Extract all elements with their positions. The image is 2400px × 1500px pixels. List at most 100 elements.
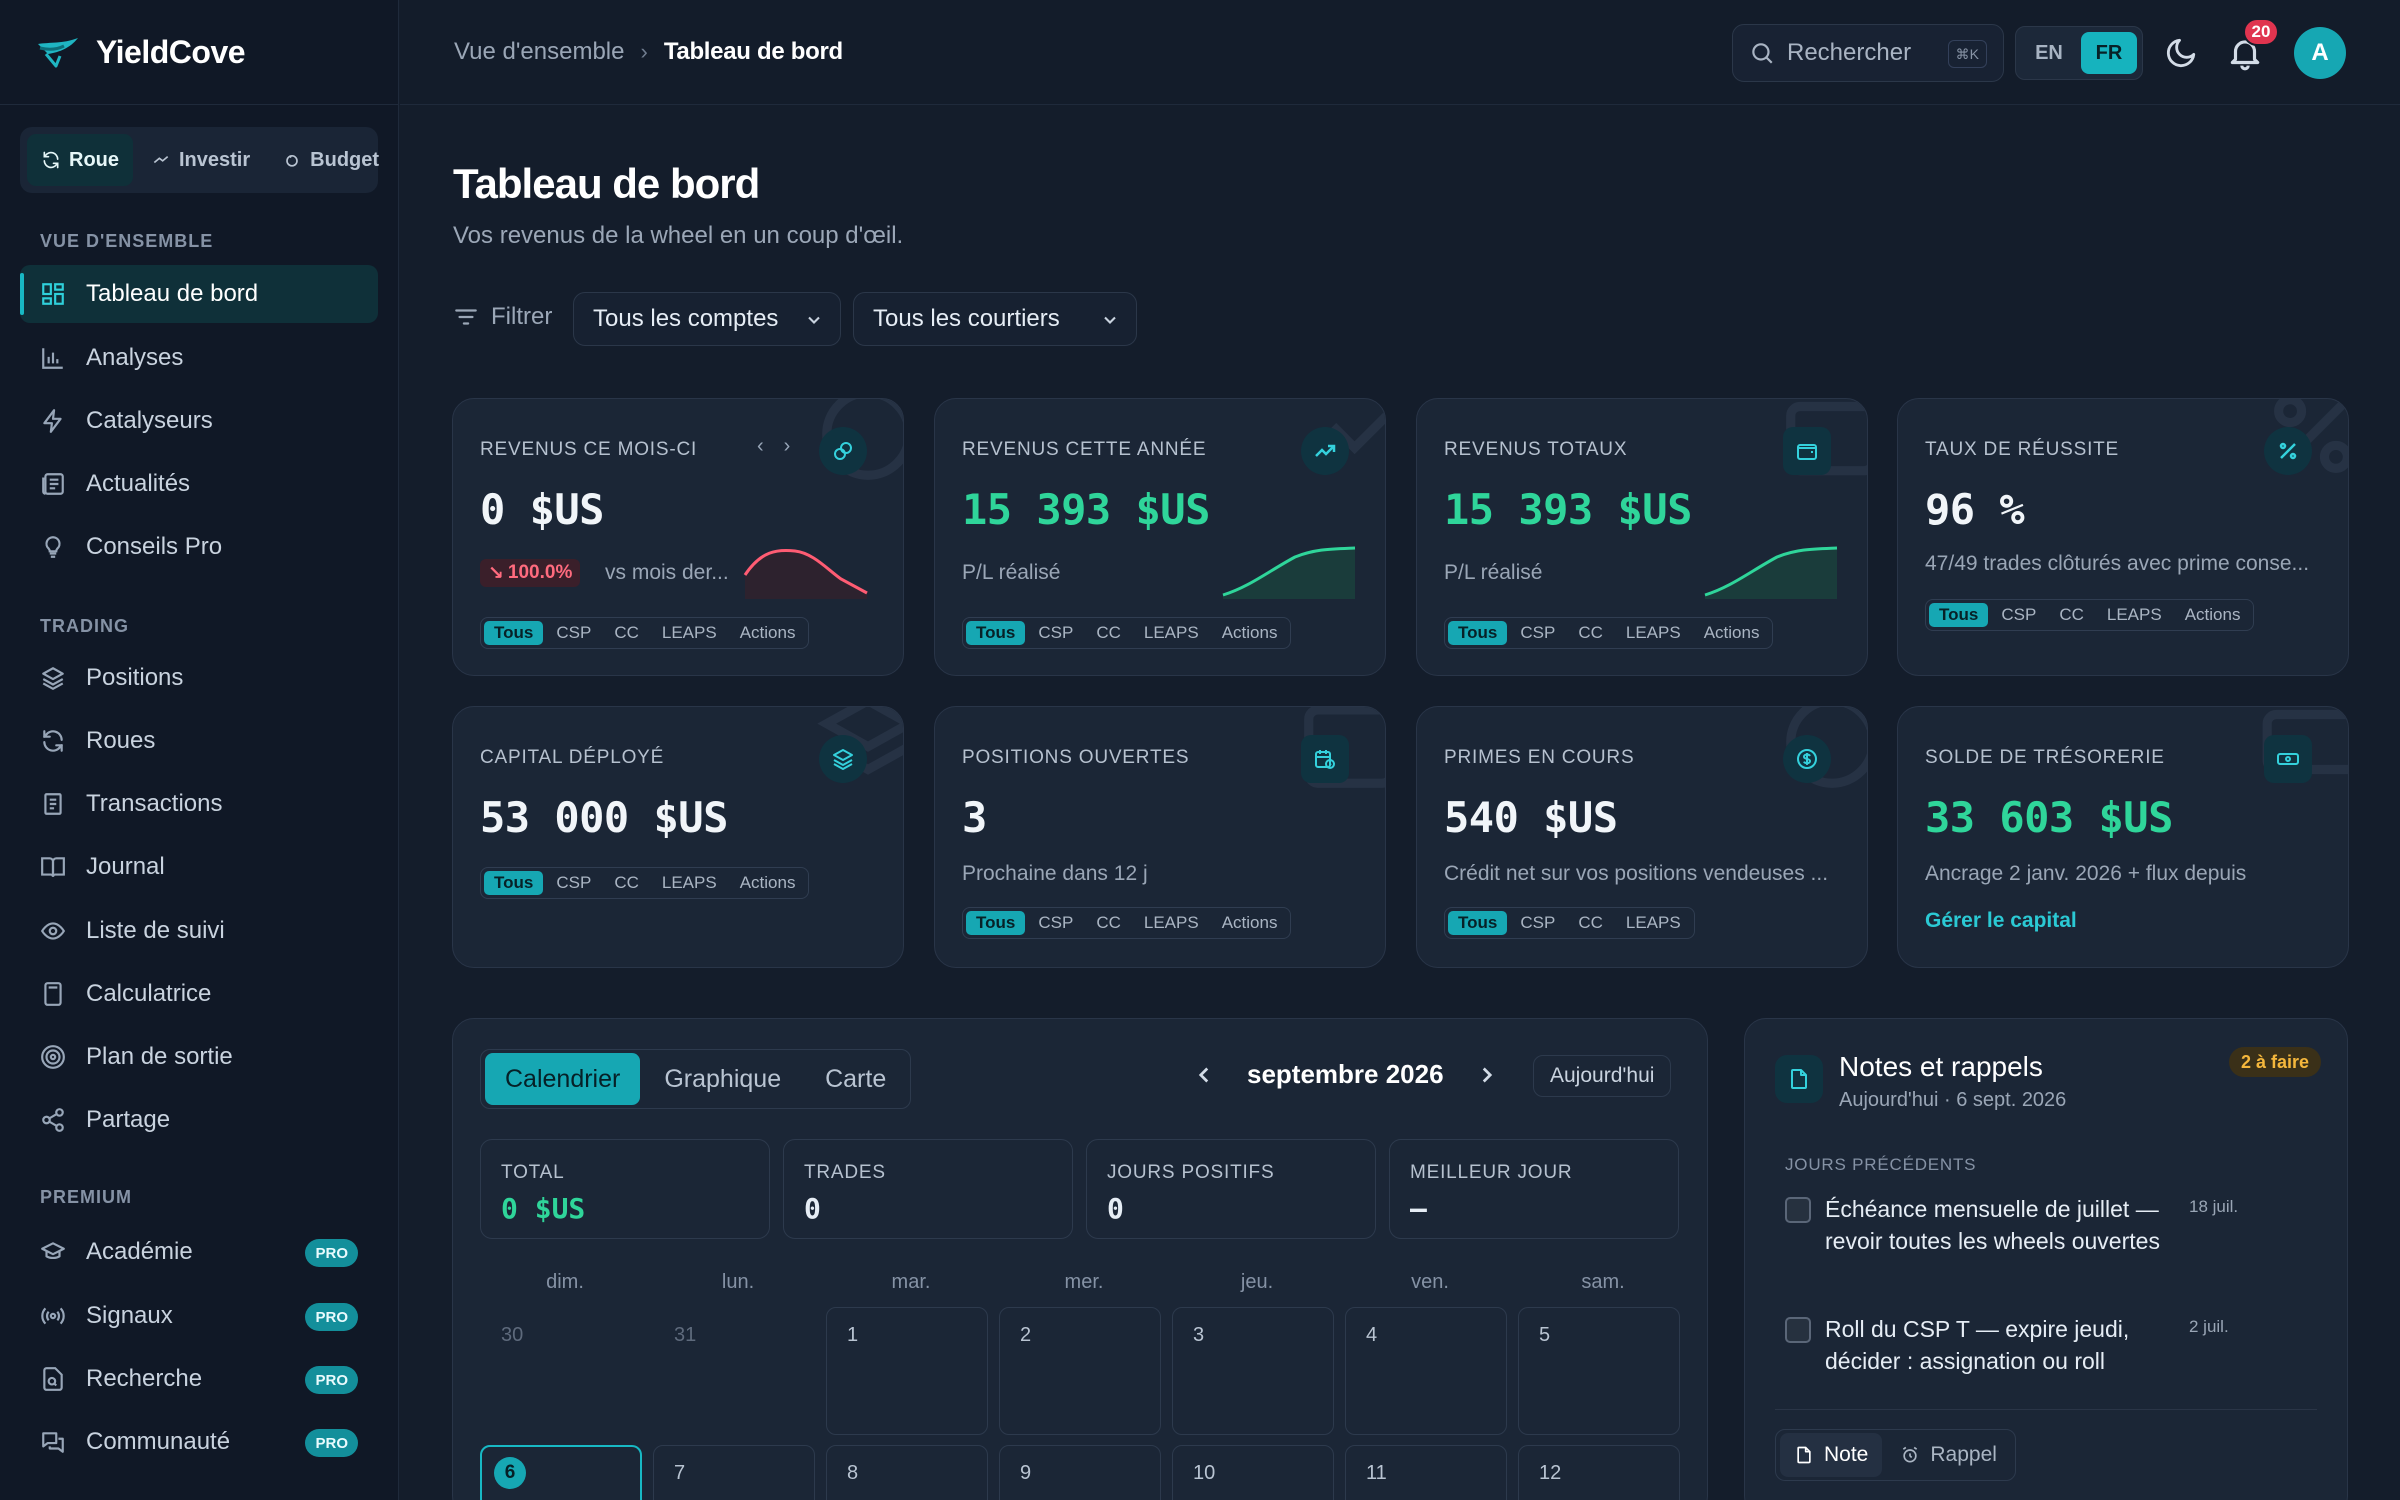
chip-cc[interactable]: CC <box>614 873 639 892</box>
chip-all[interactable]: Tous <box>1448 911 1508 935</box>
chip-actions[interactable]: Actions <box>1221 913 1278 932</box>
chip-all[interactable]: Tous <box>1929 603 1989 627</box>
sidebar-item-transactions[interactable]: Transactions <box>20 775 378 833</box>
tab-note[interactable]: Note <box>1780 1433 1883 1477</box>
calendar-day[interactable]: 12 <box>1518 1445 1680 1500</box>
language-en[interactable]: EN <box>2035 41 2063 64</box>
chip-all[interactable]: Tous <box>484 871 544 895</box>
mode-roue[interactable]: Roue <box>27 134 133 186</box>
nav-section-trading: TRADING <box>40 616 129 636</box>
sidebar-item-share[interactable]: Partage <box>20 1091 378 1149</box>
avatar[interactable]: A <box>2294 27 2346 79</box>
chevron-right-icon[interactable] <box>1474 1062 1500 1088</box>
sidebar-item-dashboard[interactable]: Tableau de bord <box>20 265 378 323</box>
calendar-day[interactable]: 9 <box>999 1445 1161 1500</box>
sidebar-item-wheels[interactable]: Roues <box>20 712 378 770</box>
account-select[interactable]: Tous les comptes <box>573 292 841 346</box>
sidebar-item-signals[interactable]: Signaux PRO <box>20 1287 378 1345</box>
chip-cc[interactable]: CC <box>614 623 639 642</box>
sidebar-item-positions[interactable]: Positions <box>20 649 378 707</box>
chip-actions[interactable]: Actions <box>1703 623 1760 642</box>
broker-select[interactable]: Tous les courtiers <box>853 292 1137 346</box>
sidebar-item-research[interactable]: Recherche PRO <box>20 1350 378 1408</box>
chip-cc[interactable]: CC <box>1096 913 1121 932</box>
chevron-left-icon[interactable] <box>1191 1062 1217 1088</box>
sidebar-item-analyses[interactable]: Analyses <box>20 329 378 387</box>
tab-chart[interactable]: Graphique <box>664 1064 782 1093</box>
calendar-day[interactable]: 1 <box>826 1307 988 1435</box>
trend-badge: ↘ 100.0% <box>480 559 581 587</box>
card-label: SOLDE DE TRÉSORERIE <box>1925 747 2165 768</box>
moon-icon[interactable] <box>2164 36 2198 70</box>
calendar-day-today[interactable]: 6 <box>480 1445 642 1500</box>
breadcrumb-overview[interactable]: Vue d'ensemble <box>454 38 625 65</box>
chevron-right-icon[interactable]: › <box>783 435 791 457</box>
nav-section-overview: VUE D'ENSEMBLE <box>40 231 214 251</box>
chip-csp[interactable]: CSP <box>1038 913 1074 932</box>
chip-actions[interactable]: Actions <box>739 873 796 892</box>
language-fr[interactable]: FR <box>2081 32 2137 74</box>
sidebar-item-watchlist[interactable]: Liste de suivi <box>20 902 378 960</box>
sidebar-item-exit-plan[interactable]: Plan de sortie <box>20 1028 378 1086</box>
day-number: 2 <box>1020 1324 1032 1346</box>
tab-map[interactable]: Carte <box>825 1064 887 1093</box>
manage-capital-link[interactable]: Gérer le capital <box>1925 909 2077 932</box>
trending-up-icon <box>1301 427 1349 475</box>
chip-cc[interactable]: CC <box>1578 913 1603 932</box>
search-input[interactable]: Rechercher ⌘K <box>1732 24 2004 82</box>
calendar-day[interactable]: 5 <box>1518 1307 1680 1435</box>
chip-leaps[interactable]: LEAPS <box>1625 913 1681 932</box>
note-checkbox[interactable] <box>1785 1317 1811 1343</box>
sidebar-item-news[interactable]: Actualités <box>20 455 378 513</box>
chip-csp[interactable]: CSP <box>2001 605 2037 624</box>
chip-leaps[interactable]: LEAPS <box>661 623 717 642</box>
chip-csp[interactable]: CSP <box>556 873 592 892</box>
calendar-day[interactable]: 8 <box>826 1445 988 1500</box>
sidebar-item-journal[interactable]: Journal <box>20 838 378 896</box>
calendar-day[interactable]: 11 <box>1345 1445 1507 1500</box>
sidebar-item-pro-tips[interactable]: Conseils Pro <box>20 518 378 576</box>
chip-all[interactable]: Tous <box>966 911 1026 935</box>
calendar-day[interactable]: 10 <box>1172 1445 1334 1500</box>
chip-all[interactable]: Tous <box>1448 621 1508 645</box>
mode-budget[interactable]: Budget <box>268 134 393 186</box>
sidebar-item-academy[interactable]: Académie PRO <box>20 1223 378 1281</box>
chip-all[interactable]: Tous <box>484 621 544 645</box>
sidebar-item-calculator[interactable]: Calculatrice <box>20 965 378 1023</box>
chip-csp[interactable]: CSP <box>1520 913 1556 932</box>
chip-csp[interactable]: CSP <box>1520 623 1556 642</box>
chip-actions[interactable]: Actions <box>2184 605 2241 624</box>
stat-value: 0 $US <box>501 1192 586 1225</box>
chip-leaps[interactable]: LEAPS <box>1143 913 1199 932</box>
note-checkbox[interactable] <box>1785 1197 1811 1223</box>
chip-cc[interactable]: CC <box>1096 623 1121 642</box>
pro-badge: PRO <box>305 1366 358 1394</box>
bar-chart-icon <box>42 348 63 369</box>
chip-cc[interactable]: CC <box>1578 623 1603 642</box>
today-button[interactable]: Aujourd'hui <box>1533 1055 1672 1097</box>
chip-csp[interactable]: CSP <box>1038 623 1074 642</box>
calendar-day[interactable]: 4 <box>1345 1307 1507 1435</box>
brand[interactable]: YieldCove <box>0 0 398 105</box>
stat-total: TOTAL 0 $US <box>480 1139 770 1239</box>
chip-leaps[interactable]: LEAPS <box>2106 605 2162 624</box>
chevron-left-icon[interactable]: ‹ <box>757 435 764 457</box>
chip-csp[interactable]: CSP <box>556 623 592 642</box>
chip-cc[interactable]: CC <box>2059 605 2084 624</box>
calendar-day[interactable]: 3 <box>1172 1307 1334 1435</box>
tab-reminder[interactable]: Rappel <box>1886 1433 2011 1477</box>
calendar-day[interactable]: 7 <box>653 1445 815 1500</box>
language-switcher: EN FR <box>2015 26 2143 80</box>
sidebar-item-community[interactable]: Communauté PRO <box>20 1413 378 1471</box>
chip-leaps[interactable]: LEAPS <box>1625 623 1681 642</box>
sidebar-item-catalysts[interactable]: Catalyseurs <box>20 392 378 450</box>
mode-label: Investir <box>179 148 251 171</box>
chip-all[interactable]: Tous <box>966 621 1026 645</box>
calendar-day[interactable]: 2 <box>999 1307 1161 1435</box>
chip-leaps[interactable]: LEAPS <box>1143 623 1199 642</box>
tab-calendar[interactable]: Calendrier <box>485 1053 641 1105</box>
chip-actions[interactable]: Actions <box>739 623 796 642</box>
mode-investir[interactable]: Investir <box>137 134 264 186</box>
chip-leaps[interactable]: LEAPS <box>661 873 717 892</box>
chip-actions[interactable]: Actions <box>1221 623 1278 642</box>
